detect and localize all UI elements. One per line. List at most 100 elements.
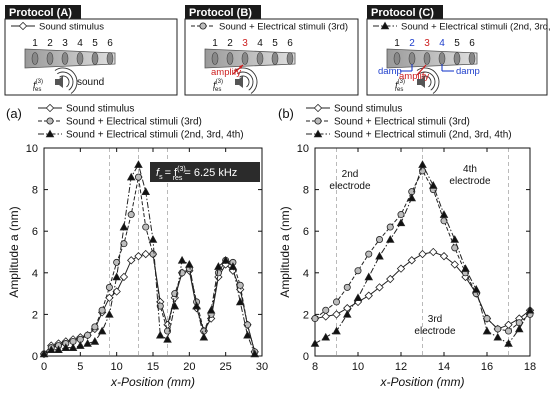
data-point <box>311 315 319 323</box>
data-point <box>61 343 71 351</box>
data-point <box>214 269 222 277</box>
electrode-label-2: electrode <box>449 176 491 187</box>
data-point <box>461 264 470 272</box>
data-point <box>365 250 373 258</box>
data-point <box>236 281 244 289</box>
sound-wave <box>237 71 254 91</box>
data-point <box>164 327 172 335</box>
data-point <box>214 262 223 270</box>
data-point <box>440 217 448 225</box>
x-tick-label: 10 <box>111 361 123 373</box>
data-point <box>228 262 238 270</box>
legend-marker <box>313 129 323 138</box>
legend-label: Sound stimulus <box>39 22 104 33</box>
sound-wave <box>54 67 78 94</box>
source-label-f: f <box>213 80 217 90</box>
electrode-label-1: 4th <box>463 164 477 175</box>
data-point <box>364 272 374 281</box>
y-tick-label: 2 <box>32 309 38 321</box>
electrode-ring <box>286 52 294 65</box>
data-point <box>385 235 395 243</box>
damp-label: damp <box>378 66 402 77</box>
data-point <box>235 297 245 306</box>
data-point <box>332 298 340 306</box>
electrode-ring <box>241 52 249 65</box>
y-axis-label: Amplitude a (nm) <box>7 206 21 297</box>
legend-label: Sound + Electrical stimuli (3rd) <box>219 22 348 33</box>
cochlea-shape <box>386 48 478 69</box>
x-axis-label: x-Position (mm) <box>110 375 195 389</box>
protocol-title-bg <box>5 5 81 19</box>
data-point <box>439 210 449 218</box>
side-label: sound <box>77 77 104 88</box>
x-tick-label: 10 <box>352 361 364 373</box>
data-point <box>514 324 524 333</box>
cochlea-shape <box>204 48 296 69</box>
data-point <box>321 312 330 321</box>
frequency-label: fs = f(3) res = 6.25 kHz <box>156 166 237 182</box>
data-point <box>134 173 142 181</box>
plot-panels: (a) Sound stimulus Sound + Electrical stim… <box>6 104 536 390</box>
data-point <box>141 249 150 259</box>
x-tick-label: 14 <box>438 361 450 373</box>
data-point <box>112 272 121 281</box>
data-point <box>83 339 92 347</box>
electrode-ring <box>271 52 279 65</box>
data-point <box>243 330 252 339</box>
data-point <box>170 293 179 302</box>
data-point <box>310 339 320 347</box>
data-point <box>493 332 503 341</box>
electrode-number: 5 <box>272 38 278 49</box>
annotations: amplify <box>211 64 244 78</box>
data-point <box>39 349 49 358</box>
data-point <box>127 256 136 265</box>
data-point <box>105 283 113 291</box>
data-point <box>353 293 363 302</box>
data-point <box>396 264 406 273</box>
data-point <box>91 323 99 331</box>
electrode-number: 2 <box>47 38 53 49</box>
legend-marker <box>380 21 390 30</box>
data-point <box>156 302 164 310</box>
source-label-sup: (3) <box>216 79 223 85</box>
electrode-ring <box>91 52 99 65</box>
data-point <box>321 332 331 341</box>
speaker-icon <box>416 67 440 94</box>
data-point <box>54 345 63 354</box>
electrode-ring <box>61 52 69 65</box>
electrode-label-1: 3rd <box>428 314 442 325</box>
electrode-ring <box>46 52 54 65</box>
data-point <box>127 211 135 219</box>
data-point <box>342 309 352 318</box>
electrode-number: 4 <box>257 38 263 49</box>
freq-mid-sup: (3) <box>177 166 186 173</box>
series-line <box>314 169 531 332</box>
electrode-label-1: 2nd <box>342 169 359 180</box>
speaker-body <box>417 79 421 85</box>
data-point <box>214 272 223 282</box>
data-point <box>375 236 383 244</box>
source-label-f: f <box>33 80 37 90</box>
x-tick-label: 18 <box>524 361 536 373</box>
y-tick-label: 2 <box>303 309 309 321</box>
electrode-ring <box>468 52 476 65</box>
protocol-title-bg <box>367 5 443 19</box>
data-point <box>407 193 417 202</box>
electrode-ring <box>393 52 401 65</box>
data-point <box>375 251 384 260</box>
source-label-sub: res <box>213 87 221 93</box>
x-tick-label: 12 <box>395 361 407 373</box>
data-point <box>68 343 78 351</box>
protocol-panel: Protocol (B) Sound + Electrical stimuli (… <box>184 5 359 96</box>
electrode-ring <box>438 52 446 65</box>
data-point <box>439 251 449 261</box>
legend-label: Sound + Electrical stimuli (2nd, 3rd, 4t… <box>66 130 244 141</box>
legend-marker <box>18 21 28 31</box>
series <box>311 167 534 335</box>
data-point <box>504 339 513 347</box>
data-point <box>141 187 151 195</box>
data-point <box>90 337 100 345</box>
amplify-arrow <box>416 64 427 76</box>
